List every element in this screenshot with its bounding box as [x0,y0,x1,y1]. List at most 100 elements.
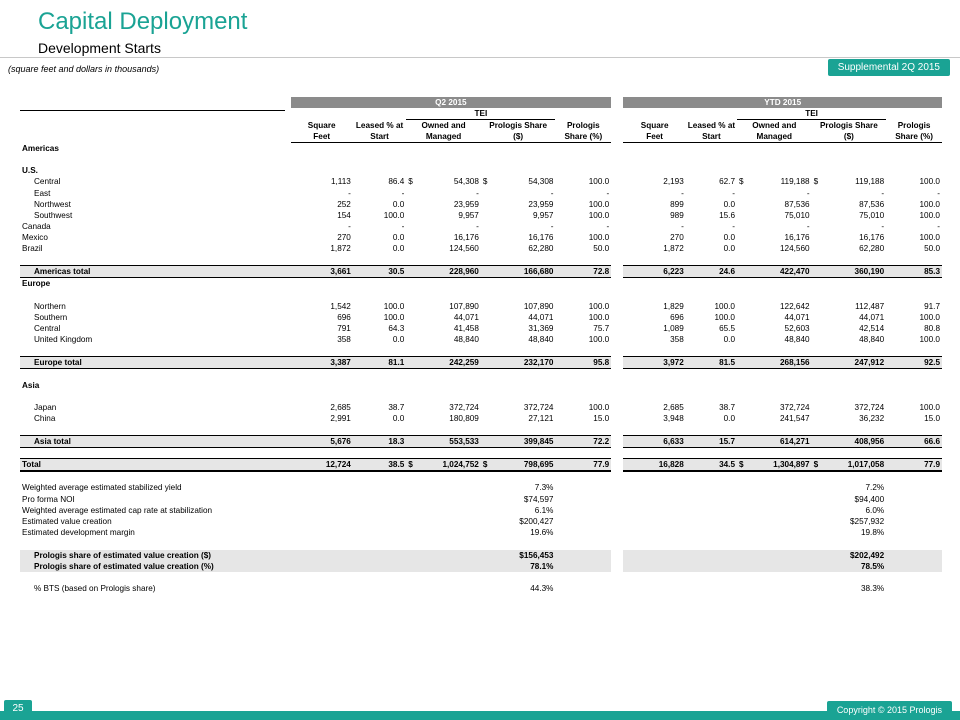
empty-cell [611,380,623,391]
empty-cell [886,165,942,176]
metric-value-ytd: 38.3% [860,584,885,594]
gap-cell [611,334,623,345]
empty-cell [291,278,353,290]
table-cell: 100.0 [714,312,736,322]
col-hdr: Owned and [737,119,812,132]
col-hdr: Leased % at [352,119,407,132]
table-cell: 77.9 [555,458,612,473]
table-cell: 2,685 [663,403,684,413]
currency-symbol [406,355,421,369]
metric-value-ytd: $257,932 [850,517,885,527]
currency-symbol [481,199,495,210]
empty-cell [812,143,826,154]
spacer-row [20,424,942,435]
table-cell: 372,724 [523,403,554,413]
table-cell: 122,642 [779,301,810,311]
spacer-cell [20,572,942,583]
table-cell: 9,957 [532,210,554,220]
currency-symbol [737,210,751,221]
empty-cell [826,165,886,176]
row-label: United Kingdom [34,335,93,345]
table-cell: 38.7 [388,403,405,413]
table-cell: 0.0 [723,233,735,243]
empty-cell [886,494,942,505]
metric-value-q2: 19.6% [530,528,554,538]
currency-symbol [811,355,827,369]
table-cell: 899 [670,199,684,209]
table-cell: 3,972 [623,355,686,369]
table-cell: 124,560 [779,244,810,254]
table-cell: 100.0 [383,210,405,220]
metric-label: % BTS (based on Prologis share) [34,584,156,594]
empty-cell [623,583,685,594]
currency-symbol [406,300,420,311]
row-label: Asia total [20,435,291,448]
table-cell: 87,536 [859,199,885,209]
footer-bar [0,711,960,720]
table-cell: 0.0 [392,244,405,254]
empty-cell [495,165,555,176]
table-cell: 100.0 [588,210,610,220]
table-cell: 52,603 [784,323,810,333]
table-cell: 232,170 [495,355,556,369]
table-cell: - [806,222,810,232]
table-body: Q2 2015 YTD 2015 TEI TEI Square Leased %… [20,97,942,594]
table-cell: 75,010 [784,210,810,220]
total-row: Total 12,724 38.5 $1,024,752 $798,695 77.9 16,… [20,458,942,473]
table-cell: 50.0 [924,244,940,254]
table-cell: 0.0 [392,335,405,345]
currency-symbol [737,312,751,323]
table-cell: 0.0 [723,414,735,424]
col-hdr: Prologis [555,119,612,132]
currency-symbol [811,435,827,448]
empty-cell [751,380,811,391]
currency-symbol [737,413,751,424]
table-row: Japan 2,685 38.7 372,724 372,724 100.0 2,685 38… [20,402,942,413]
table-cell: - [681,188,684,198]
table-cell: 1,829 [663,301,684,311]
empty-cell [812,380,826,391]
empty-cell [353,505,406,516]
gap-cell [611,402,623,413]
empty-cell [886,583,942,594]
empty-cell [555,583,611,594]
table-row: Mexico 270 0.0 16,176 16,176 100.0 270 0.0 16,17… [20,232,942,243]
empty-cell [686,527,737,538]
spacer-row [20,289,942,300]
table-cell: 16,176 [528,233,554,243]
empty-cell [611,143,623,154]
table-cell: - [348,222,351,232]
currency-symbol [406,402,420,413]
table-cell: - [401,222,405,232]
empty-cell [291,527,353,538]
metric-row: Prologis share of estimated value creati… [20,560,942,572]
table-cell: - [806,188,810,198]
col-hdr: Start [352,131,407,144]
empty-cell [555,278,611,290]
gap-cell [611,527,623,538]
table-cell: - [681,222,684,232]
currency-symbol [481,334,495,345]
table-cell: 696 [670,312,684,322]
table-cell: 252 [337,199,351,209]
table-cell: 270 [670,233,684,243]
table-cell: 48,840 [528,335,554,345]
empty-cell [751,278,811,290]
period-band-row: Q2 2015 YTD 2015 [20,97,942,109]
table-cell: 399,845 [495,435,556,448]
table-cell: 100.0 [588,335,610,345]
metric-value-q2: 44.3% [530,584,554,594]
empty-cell [623,482,685,493]
empty-cell [812,278,826,290]
row-label: Southern [34,312,68,322]
empty-cell [886,380,942,391]
empty-cell [291,165,353,176]
table-cell: 38.7 [719,403,735,413]
empty-cell [555,527,611,538]
table-cell: 100.0 [714,301,736,311]
empty-cell [353,583,406,594]
empty-cell [290,560,353,572]
spacer-row [20,255,942,266]
empty-cell [623,560,686,572]
table-cell: 16,828 [623,458,686,473]
